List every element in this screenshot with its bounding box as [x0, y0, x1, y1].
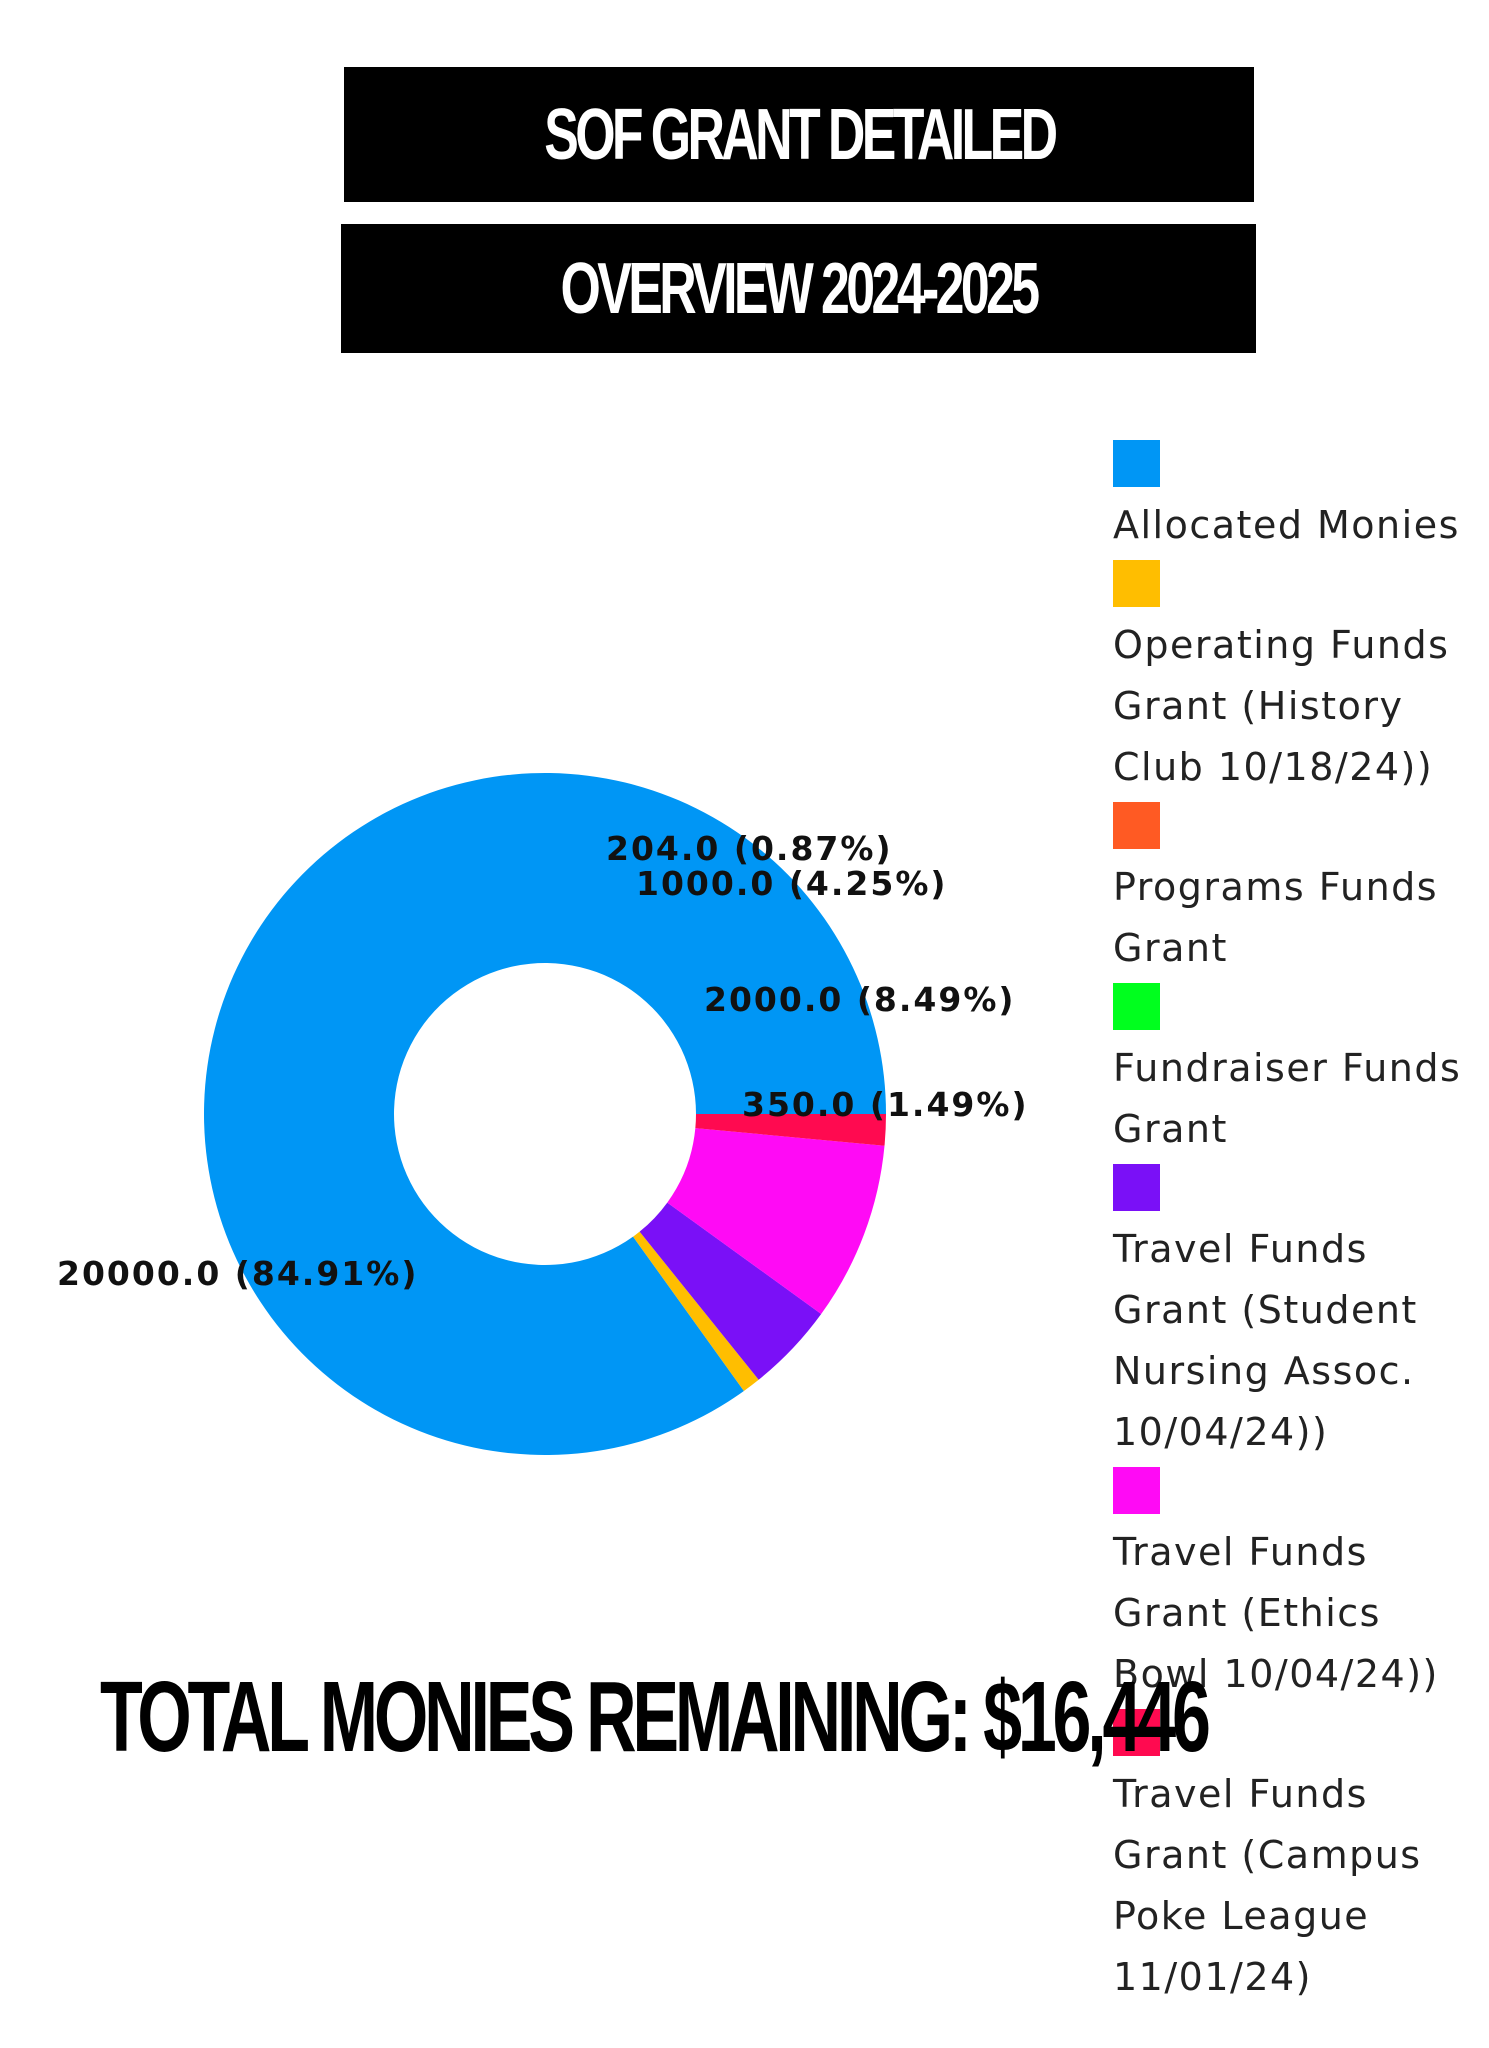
- legend-item: Travel Funds Grant (Campus Poke League 1…: [1113, 1709, 1483, 2008]
- slice-data-label-3: 1000.0 (4.25%): [636, 864, 947, 903]
- legend-swatch: [1113, 1709, 1160, 1756]
- legend-swatch: [1113, 983, 1160, 1030]
- legend-label: Allocated Monies: [1113, 503, 1460, 547]
- legend-item: Operating Funds Grant (History Club 10/1…: [1113, 560, 1483, 798]
- legend-label: Travel Funds Grant (Campus Poke League 1…: [1113, 1772, 1422, 1999]
- legend-item: Travel Funds Grant (Ethics Bowl 10/04/24…: [1113, 1467, 1483, 1705]
- donut-slice-5: [695, 1114, 886, 1146]
- slice-data-label-2: 204.0 (0.87%): [606, 829, 893, 868]
- legend-item: Allocated Monies: [1113, 440, 1483, 556]
- legend-label: Operating Funds Grant (History Club 10/1…: [1113, 623, 1450, 789]
- title-banner-top: SOF GRANT DETAILED: [344, 67, 1254, 202]
- total-monies-remaining-text: TOTAL MONIES REMAINING: $16,446: [100, 1661, 1211, 1773]
- legend-swatch: [1113, 1467, 1160, 1514]
- slice-data-label-1: 20000.0 (84.91%): [57, 1254, 418, 1293]
- legend-item: Fundraiser Funds Grant: [1113, 983, 1483, 1160]
- chart-title-line-2: OVERVIEW 2024-2025: [560, 248, 1041, 329]
- title-banner-bottom: OVERVIEW 2024-2025: [341, 224, 1256, 353]
- donut-slice-3: [639, 1202, 822, 1380]
- donut-slice-labels: 20000.0 (84.91%) 204.0 (0.87%)1000.0 (4.2…: [57, 829, 1029, 1293]
- chart-legend: Allocated Monies Operating Funds Grant (H…: [1113, 440, 1483, 2012]
- donut-slice-4: [667, 1128, 885, 1315]
- legend-swatch: [1113, 802, 1160, 849]
- slice-data-label-5: 350.0 (1.49%): [742, 1085, 1029, 1124]
- legend-swatch: [1113, 560, 1160, 607]
- legend-label: Programs Funds Grant: [1113, 865, 1439, 970]
- donut-slices: [203, 772, 886, 1455]
- chart-title-line-1: SOF GRANT DETAILED: [543, 94, 1058, 175]
- total-monies-remaining: TOTAL MONIES REMAINING: $16,446: [100, 1660, 1211, 1773]
- legend-swatch: [1113, 440, 1160, 487]
- slice-data-label-4: 2000.0 (8.49%): [704, 980, 1015, 1019]
- donut-slice-1: [203, 772, 886, 1455]
- legend-label: Fundraiser Funds Grant: [1113, 1046, 1462, 1151]
- legend-label: Travel Funds Grant (Student Nursing Asso…: [1113, 1227, 1418, 1454]
- donut-slice-2: [633, 1231, 759, 1391]
- legend-label: Travel Funds Grant (Ethics Bowl 10/04/24…: [1113, 1530, 1439, 1696]
- legend-swatch: [1113, 1164, 1160, 1211]
- legend-item: Programs Funds Grant: [1113, 802, 1483, 979]
- legend-item: Travel Funds Grant (Student Nursing Asso…: [1113, 1164, 1483, 1463]
